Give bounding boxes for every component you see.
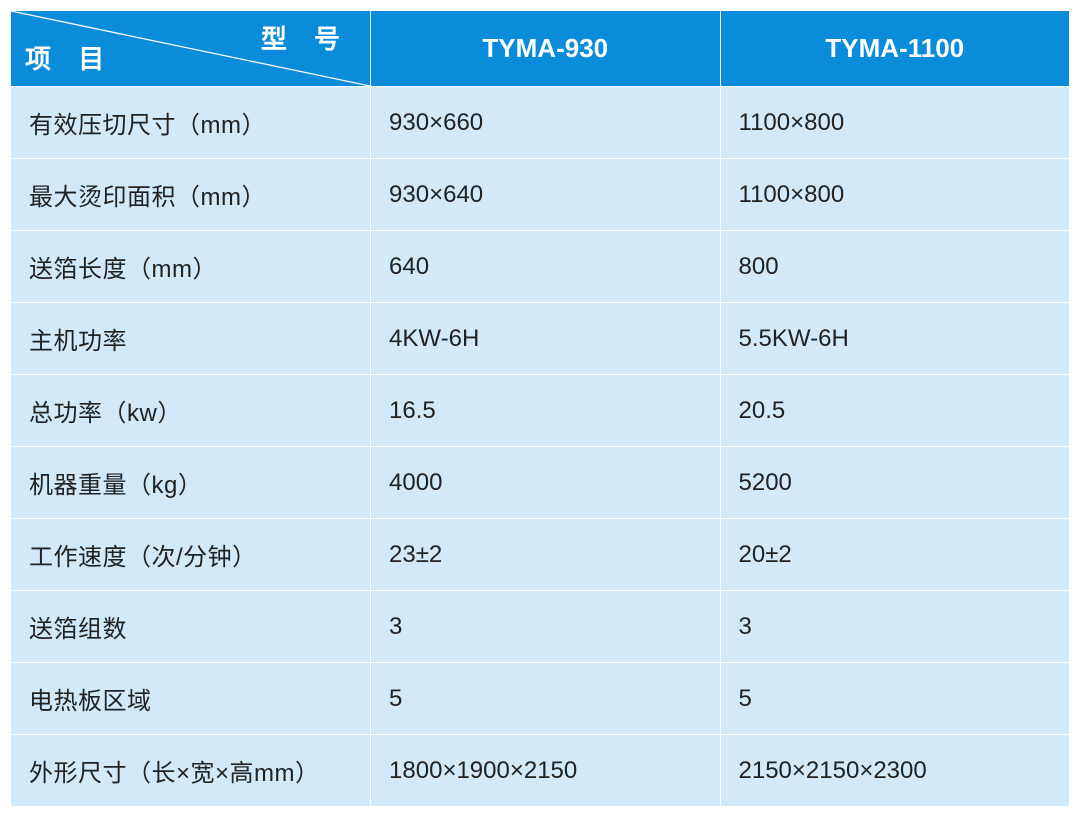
- parameter-value: 4000: [371, 447, 720, 519]
- table-row: 外形尺寸（长×宽×高mm） 1800×1900×2150 2150×2150×2…: [11, 735, 1070, 807]
- parameter-value: 5: [371, 663, 720, 735]
- parameter-value: 20.5: [720, 375, 1069, 447]
- table-body: 有效压切尺寸（mm） 930×660 1100×800 最大烫印面积（mm） 9…: [11, 87, 1070, 807]
- column-header-model-2: TYMA-1100: [720, 11, 1069, 87]
- parameter-value: 3: [371, 591, 720, 663]
- table-row: 主机功率 4KW-6H 5.5KW-6H: [11, 303, 1070, 375]
- parameter-value: 930×660: [371, 87, 720, 159]
- parameter-value: 1800×1900×2150: [371, 735, 720, 807]
- parameter-name: 工作速度（次/分钟）: [11, 519, 371, 591]
- parameter-value: 640: [371, 231, 720, 303]
- row-axis-label: 项 目: [25, 39, 114, 76]
- table-row: 工作速度（次/分钟） 23±2 20±2: [11, 519, 1070, 591]
- column-header-model-1: TYMA-930: [371, 11, 720, 87]
- parameter-value: 20±2: [720, 519, 1069, 591]
- parameter-value: 930×640: [371, 159, 720, 231]
- parameter-name: 送箔组数: [11, 591, 371, 663]
- parameter-value: 1100×800: [720, 159, 1069, 231]
- parameter-value: 3: [720, 591, 1069, 663]
- parameter-name: 外形尺寸（长×宽×高mm）: [11, 735, 371, 807]
- parameter-value: 23±2: [371, 519, 720, 591]
- parameter-name: 有效压切尺寸（mm）: [11, 87, 371, 159]
- parameter-value: 16.5: [371, 375, 720, 447]
- parameter-name: 总功率（kw）: [11, 375, 371, 447]
- table-row: 机器重量（kg） 4000 5200: [11, 447, 1070, 519]
- table-row: 送箔长度（mm） 640 800: [11, 231, 1070, 303]
- parameter-value: 2150×2150×2300: [720, 735, 1069, 807]
- parameter-value: 800: [720, 231, 1069, 303]
- parameter-value: 5200: [720, 447, 1069, 519]
- parameter-name: 电热板区域: [11, 663, 371, 735]
- column-axis-label: 型 号: [261, 19, 350, 56]
- table-row: 送箔组数 3 3: [11, 591, 1070, 663]
- table-row: 电热板区域 5 5: [11, 663, 1070, 735]
- table-row: 有效压切尺寸（mm） 930×660 1100×800: [11, 87, 1070, 159]
- parameter-value: 4KW-6H: [371, 303, 720, 375]
- parameter-value: 1100×800: [720, 87, 1069, 159]
- parameter-name: 机器重量（kg）: [11, 447, 371, 519]
- specification-table: 项 目 型 号 TYMA-930 TYMA-1100 有效压切尺寸（mm） 93…: [10, 10, 1070, 807]
- parameter-value: 5: [720, 663, 1069, 735]
- parameter-name: 送箔长度（mm）: [11, 231, 371, 303]
- corner-header-cell: 项 目 型 号: [11, 11, 371, 87]
- table-row: 总功率（kw） 16.5 20.5: [11, 375, 1070, 447]
- table-row: 最大烫印面积（mm） 930×640 1100×800: [11, 159, 1070, 231]
- parameter-value: 5.5KW-6H: [720, 303, 1069, 375]
- table-header-row: 项 目 型 号 TYMA-930 TYMA-1100: [11, 11, 1070, 87]
- parameter-name: 主机功率: [11, 303, 371, 375]
- parameter-name: 最大烫印面积（mm）: [11, 159, 371, 231]
